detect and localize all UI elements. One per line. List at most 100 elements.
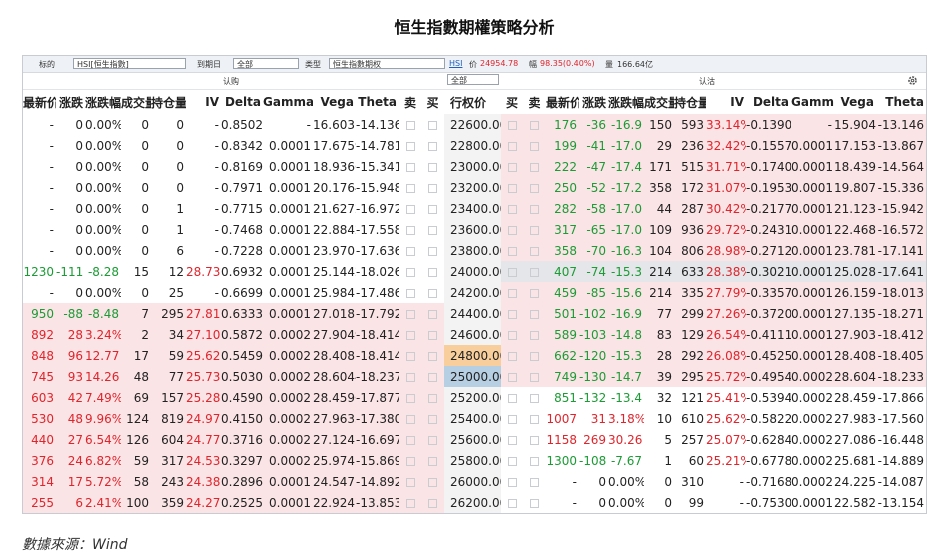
- checkbox[interactable]: [530, 120, 539, 130]
- checkbox[interactable]: [530, 477, 539, 487]
- checkbox[interactable]: [530, 330, 539, 340]
- checkbox[interactable]: [428, 246, 437, 256]
- option-row[interactable]: -00.00%00-0.81690.000118.9366-15.3412300…: [23, 156, 926, 177]
- checkbox[interactable]: [507, 435, 517, 445]
- option-row[interactable]: -00.00%01-0.77150.000121.6272-16.9722340…: [23, 198, 926, 219]
- checkbox[interactable]: [507, 477, 517, 487]
- checkbox[interactable]: [530, 498, 539, 508]
- checkbox[interactable]: [507, 141, 517, 151]
- option-row[interactable]: 376246.82%5931724.53%0.32970.000225.9741…: [23, 450, 926, 471]
- settings-icon[interactable]: [907, 75, 918, 86]
- option-row[interactable]: -00.00%00-0.79710.000120.1764-15.9482320…: [23, 177, 926, 198]
- checkbox[interactable]: [405, 351, 415, 361]
- checkbox[interactable]: [530, 267, 539, 277]
- checkbox[interactable]: [405, 435, 415, 445]
- checkbox[interactable]: [428, 267, 437, 277]
- checkbox[interactable]: [428, 120, 437, 130]
- checkbox[interactable]: [530, 204, 539, 214]
- checkbox[interactable]: [507, 267, 517, 277]
- checkbox[interactable]: [530, 288, 539, 298]
- checkbox[interactable]: [507, 414, 517, 424]
- checkbox[interactable]: [507, 246, 517, 256]
- checkbox[interactable]: [405, 225, 415, 235]
- checkbox[interactable]: [428, 183, 437, 193]
- checkbox[interactable]: [507, 288, 517, 298]
- checkbox[interactable]: [507, 120, 517, 130]
- checkbox[interactable]: [405, 246, 415, 256]
- checkbox[interactable]: [405, 498, 415, 508]
- checkbox[interactable]: [405, 456, 415, 466]
- option-row[interactable]: 7459314.26487725.73%0.50300.000228.6044-…: [23, 366, 926, 387]
- checkbox[interactable]: [428, 288, 437, 298]
- option-row[interactable]: 314175.72%5824324.38%0.28960.000124.5477…: [23, 471, 926, 492]
- checkbox[interactable]: [507, 498, 517, 508]
- option-row[interactable]: -00.00%00-0.83420.000117.6759-14.7812280…: [23, 135, 926, 156]
- checkbox[interactable]: [428, 204, 437, 214]
- checkbox[interactable]: [507, 183, 517, 193]
- checkbox[interactable]: [405, 372, 415, 382]
- checkbox[interactable]: [507, 372, 517, 382]
- checkbox[interactable]: [507, 330, 517, 340]
- checkbox[interactable]: [405, 309, 415, 319]
- checkbox[interactable]: [428, 225, 437, 235]
- checkbox[interactable]: [530, 183, 539, 193]
- checkbox[interactable]: [428, 456, 437, 466]
- checkbox[interactable]: [405, 477, 415, 487]
- checkbox[interactable]: [530, 456, 539, 466]
- checkbox[interactable]: [428, 141, 437, 151]
- checkbox[interactable]: [507, 393, 517, 403]
- option-row[interactable]: -00.00%01-0.74680.000122.8842-17.5582360…: [23, 219, 926, 240]
- checkbox[interactable]: [428, 330, 437, 340]
- checkbox[interactable]: [507, 225, 517, 235]
- checkbox[interactable]: [405, 204, 415, 214]
- checkbox[interactable]: [405, 393, 415, 403]
- code-link[interactable]: HSI: [449, 59, 463, 68]
- checkbox[interactable]: [530, 225, 539, 235]
- checkbox[interactable]: [405, 120, 415, 130]
- checkbox[interactable]: [405, 267, 415, 277]
- checkbox[interactable]: [428, 372, 437, 382]
- filter-select[interactable]: 全部: [447, 74, 499, 85]
- option-row[interactable]: 8489612.77175925.62%0.54590.000228.4087-…: [23, 345, 926, 366]
- checkbox[interactable]: [428, 435, 437, 445]
- checkbox[interactable]: [405, 288, 415, 298]
- checkbox[interactable]: [530, 393, 539, 403]
- checkbox[interactable]: [530, 414, 539, 424]
- checkbox[interactable]: [507, 351, 517, 361]
- checkbox[interactable]: [530, 141, 539, 151]
- checkbox[interactable]: [405, 330, 415, 340]
- underlying-select[interactable]: HSI[恒生指數]: [73, 58, 186, 69]
- checkbox[interactable]: [428, 477, 437, 487]
- option-row[interactable]: 950-88-8.48729527.81%0.63330.000127.0187…: [23, 303, 926, 324]
- checkbox[interactable]: [507, 309, 517, 319]
- expiry-select[interactable]: 全部: [233, 58, 299, 69]
- option-row[interactable]: 892283.24%23427.10%0.58720.000227.9049-1…: [23, 324, 926, 345]
- checkbox[interactable]: [507, 456, 517, 466]
- checkbox[interactable]: [530, 372, 539, 382]
- option-row[interactable]: 530489.96%12481924.97%0.41500.000227.963…: [23, 408, 926, 429]
- checkbox[interactable]: [428, 309, 437, 319]
- checkbox[interactable]: [530, 246, 539, 256]
- option-row[interactable]: -00.00%00-0.8502-16.6031-14.13622600.001…: [23, 114, 926, 135]
- checkbox[interactable]: [428, 351, 437, 361]
- checkbox[interactable]: [530, 162, 539, 172]
- checkbox[interactable]: [405, 141, 415, 151]
- checkbox[interactable]: [507, 204, 517, 214]
- checkbox[interactable]: [530, 435, 539, 445]
- type-select[interactable]: 恒生指數期权: [329, 58, 445, 69]
- option-row[interactable]: 1230-111-8.28151228.73%0.69320.000125.14…: [23, 261, 926, 282]
- checkbox[interactable]: [428, 162, 437, 172]
- checkbox[interactable]: [428, 393, 437, 403]
- checkbox[interactable]: [405, 183, 415, 193]
- checkbox[interactable]: [405, 414, 415, 424]
- option-row[interactable]: 25562.41%10035924.27%0.25250.000122.9247…: [23, 492, 926, 513]
- checkbox[interactable]: [530, 351, 539, 361]
- option-row[interactable]: 440276.54%12660424.77%0.37160.000227.124…: [23, 429, 926, 450]
- checkbox[interactable]: [428, 414, 437, 424]
- checkbox[interactable]: [530, 309, 539, 319]
- checkbox[interactable]: [507, 162, 517, 172]
- option-row[interactable]: 603427.49%6915725.28%0.45900.000228.4596…: [23, 387, 926, 408]
- option-row[interactable]: -00.00%025-0.66990.000125.9847-17.486242…: [23, 282, 926, 303]
- checkbox[interactable]: [405, 162, 415, 172]
- checkbox[interactable]: [428, 498, 437, 508]
